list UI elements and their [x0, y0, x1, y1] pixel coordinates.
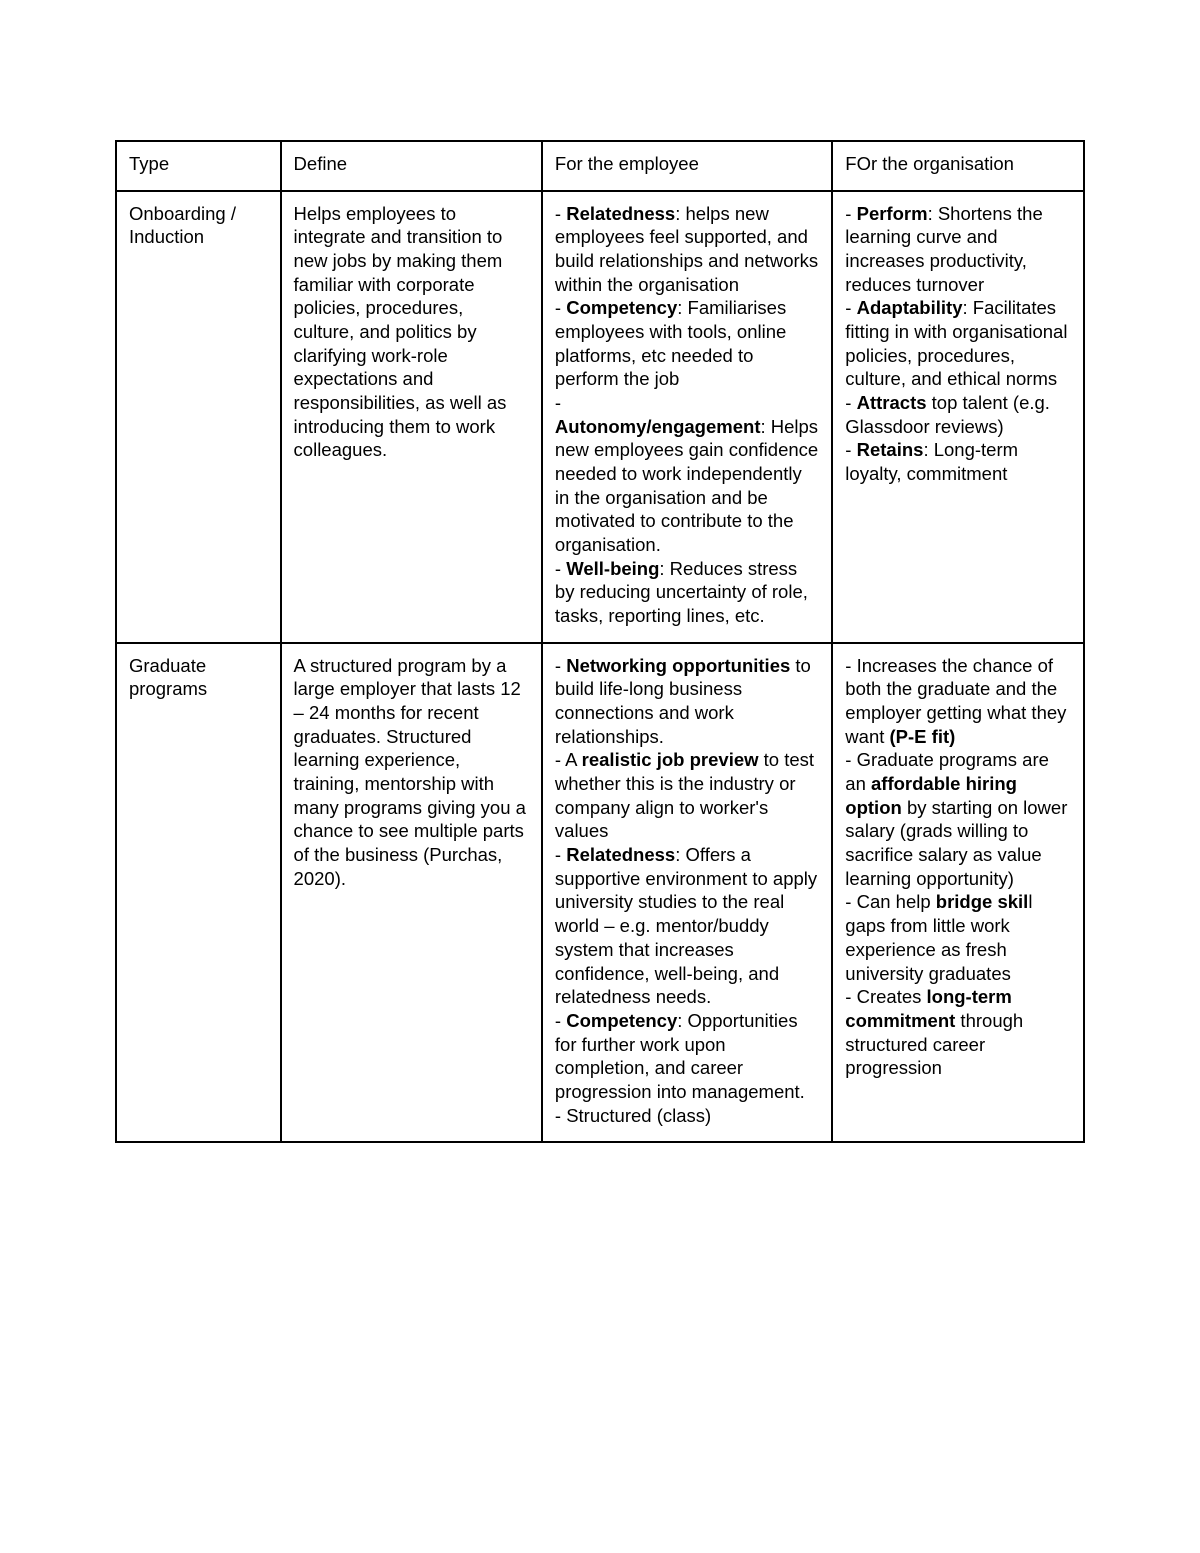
cell-type: Onboarding / Induction: [116, 191, 281, 643]
cell-emp: - Relatedness: helps new employees feel …: [542, 191, 832, 643]
table-row: Onboarding / Induction Helps employees t…: [116, 191, 1084, 643]
table-header-row: Type Define For the employee FOr the org…: [116, 141, 1084, 191]
cell-define: A structured program by a large employer…: [281, 643, 542, 1142]
cell-org: - Increases the chance of both the gradu…: [832, 643, 1084, 1142]
cell-define: Helps employees to integrate and transit…: [281, 191, 542, 643]
cell-type: Graduate programs: [116, 643, 281, 1142]
cell-emp: - Networking opportunities to build life…: [542, 643, 832, 1142]
training-types-table: Type Define For the employee FOr the org…: [115, 140, 1085, 1143]
document-page: Type Define For the employee FOr the org…: [0, 0, 1200, 1143]
col-header-emp: For the employee: [542, 141, 832, 191]
col-header-define: Define: [281, 141, 542, 191]
table-row: Graduate programs A structured program b…: [116, 643, 1084, 1142]
cell-org: - Perform: Shortens the learning curve a…: [832, 191, 1084, 643]
col-header-org: FOr the organisation: [832, 141, 1084, 191]
col-header-type: Type: [116, 141, 281, 191]
